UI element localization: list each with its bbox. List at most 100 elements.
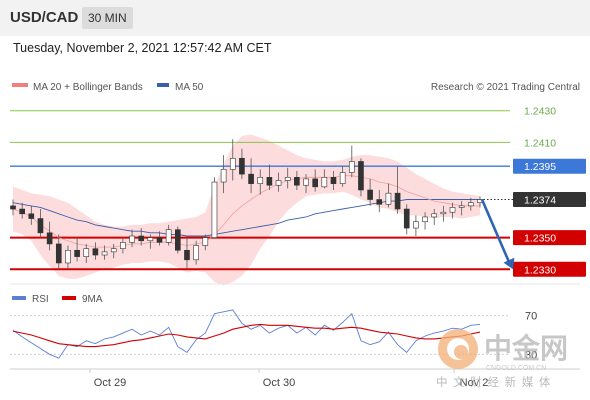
candle — [239, 148, 245, 179]
candle — [138, 228, 145, 246]
candle — [458, 201, 465, 216]
candle — [175, 226, 181, 254]
candle — [110, 243, 117, 259]
candle — [403, 204, 410, 235]
candle — [92, 242, 99, 260]
candle-body — [220, 169, 227, 183]
ma20-legend-label: MA 20 + Bollinger Bands — [33, 82, 143, 93]
candle-body — [394, 192, 401, 210]
candle-body — [449, 207, 456, 213]
candle — [65, 245, 71, 270]
candle-body — [257, 177, 264, 184]
ma20-legend-swatch — [12, 83, 28, 87]
rsi-plot-area: 70 30 — [10, 309, 537, 361]
candle — [385, 183, 392, 208]
candle-body — [19, 208, 25, 215]
x-tick-label: Oct 30 — [263, 377, 295, 389]
candle — [129, 229, 135, 248]
candle-body — [184, 249, 190, 261]
candle-body — [138, 235, 145, 242]
x-axis: Oct 29 Oct 30 Nov 2 — [89, 369, 489, 389]
candle-body — [193, 245, 199, 261]
9ma-line — [12, 323, 481, 348]
candle — [266, 164, 273, 190]
candle-body — [458, 205, 465, 208]
candle-body — [165, 229, 172, 243]
candle-body — [266, 177, 273, 186]
symbol-title: USD/CAD — [10, 9, 79, 26]
candle — [275, 172, 282, 192]
candle-body — [37, 218, 44, 234]
candle-body — [376, 199, 383, 205]
main-plot-area: 1.2430 1.2410 1.2395 1.2374 1.2350 1.2330 — [10, 106, 586, 286]
candle-body — [284, 177, 291, 181]
candle-body — [385, 192, 392, 205]
candle — [202, 234, 209, 251]
candle — [28, 205, 35, 225]
rsi-legend-swatch — [12, 296, 26, 300]
bollinger-band — [13, 134, 480, 286]
candle-body — [46, 232, 53, 245]
candle-body — [321, 177, 328, 188]
ma50-legend-swatch — [157, 83, 169, 87]
candle-body — [92, 248, 99, 256]
candle-body — [312, 178, 318, 188]
candle — [156, 231, 163, 246]
candle-body — [422, 216, 428, 223]
candle — [37, 209, 44, 238]
forecast-arrow-line — [480, 199, 512, 265]
candle-body — [28, 213, 35, 219]
candle — [55, 234, 62, 270]
candle — [257, 169, 264, 195]
ma50-legend-label: MA 50 — [175, 82, 204, 93]
level-label-1-2374: 1.2374 — [524, 195, 556, 207]
candle — [193, 240, 199, 265]
level-label-1-2430: 1.2430 — [524, 106, 556, 118]
candle-body — [83, 248, 90, 257]
candle-body — [468, 202, 474, 207]
candle — [19, 202, 25, 219]
candle — [165, 224, 172, 246]
timeframe-button[interactable]: 30 MIN — [82, 7, 133, 29]
ma9-legend-label: 9MA — [82, 294, 103, 305]
candle — [74, 237, 80, 262]
candle-body — [175, 229, 181, 251]
watermark-tagline: 中 文 财 经 新 媒 体 — [436, 375, 551, 389]
candle-body — [156, 237, 163, 243]
candle-body — [202, 237, 209, 246]
candle — [394, 166, 401, 214]
candle — [312, 169, 318, 192]
candle-body — [440, 211, 447, 215]
candle — [83, 243, 90, 263]
level-label-1-2395: 1.2395 — [524, 161, 556, 173]
candle-body — [120, 242, 126, 249]
level-label-1-2330: 1.2330 — [524, 264, 556, 276]
candle-body — [275, 180, 282, 186]
x-tick-label: Nov 2 — [460, 377, 489, 389]
candle — [147, 234, 154, 249]
candle-body — [303, 178, 309, 186]
candle — [376, 190, 383, 213]
candle-body — [110, 248, 117, 253]
candle — [440, 205, 447, 222]
candle — [46, 221, 53, 251]
candle-body — [403, 208, 410, 229]
candle-body — [358, 161, 364, 191]
level-tag-1-2330 — [513, 261, 586, 277]
source-credit: Research © 2021 Trading Central — [431, 82, 580, 93]
candle — [449, 202, 456, 219]
rsi-legend-label: RSI — [32, 294, 49, 305]
candle — [220, 155, 227, 194]
candle — [10, 199, 16, 216]
candle-body — [239, 157, 245, 175]
candle-body — [129, 235, 135, 243]
level-tag-1-2350 — [513, 230, 586, 246]
candle — [431, 209, 438, 225]
candle-body — [55, 243, 62, 264]
watermark: 中金网 CNGOLD.COM.CN 中 文 财 经 新 媒 体 — [436, 329, 568, 389]
ma9-legend-swatch — [62, 296, 76, 300]
x-tick-label: Oct 29 — [94, 377, 126, 389]
candle-body — [348, 161, 355, 173]
candle — [211, 177, 218, 238]
candle-body — [413, 221, 419, 229]
